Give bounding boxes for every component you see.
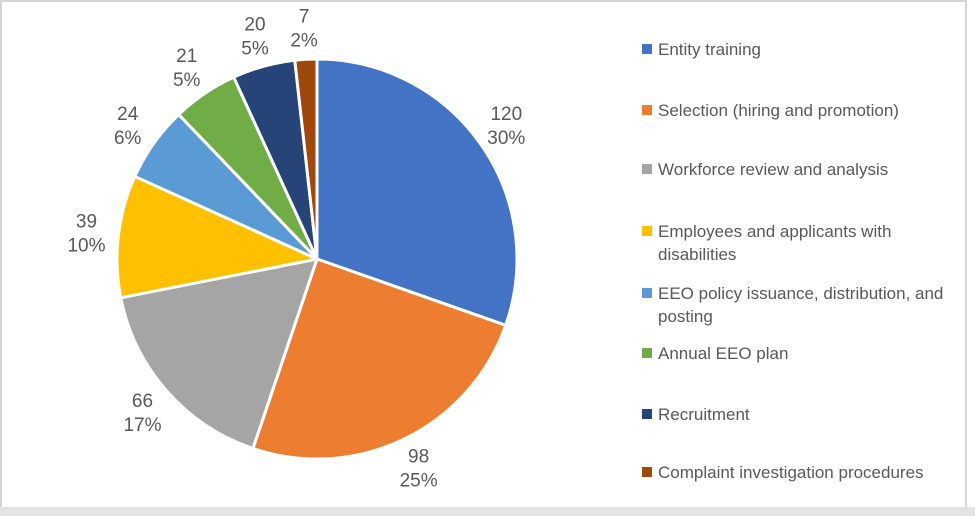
- pie-chart: 120 30% 98 25% 66 17% 39 10% 24 6% 21 5% 20 5% 7 2%: [67, 6, 525, 492]
- legend-label: Entity training: [658, 40, 761, 59]
- slice-label-3: 66 17%: [123, 391, 161, 436]
- legend-marker: [642, 44, 652, 54]
- legend-item-3: Workforce review and analysis: [642, 158, 964, 181]
- legend-marker: [642, 467, 652, 477]
- legend-marker: [642, 409, 652, 419]
- slice-label-2: 98 25%: [400, 447, 438, 492]
- pie-slice-2: [251, 257, 508, 461]
- chart-legend: Entity training Selection (hiring and pro…: [2, 2, 965, 507]
- slice-label-7: 20 5%: [241, 14, 269, 59]
- slice-label-1: 120 30%: [487, 104, 525, 149]
- legend-marker: [642, 288, 652, 298]
- legend-item-6: Annual EEO plan: [642, 342, 964, 365]
- pie-slice-3: [119, 257, 319, 450]
- pie-slice-1: [315, 57, 519, 327]
- legend-label: Complaint investigation procedures: [658, 463, 924, 482]
- slice-label-4: 39 10%: [67, 211, 105, 256]
- chart-frame: 120 30% 98 25% 66 17% 39 10% 24 6% 21 5% 20 5% 7 2% Ent…: [0, 0, 967, 509]
- slice-label-8: 7 2%: [290, 6, 318, 51]
- bottom-strip: [0, 507, 975, 516]
- slice-label-5: 24 6%: [114, 104, 142, 149]
- pie-slice-4: [115, 174, 319, 300]
- legend-item-4: Employees and applicants with disabiliti…: [642, 220, 964, 266]
- legend-item-2: Selection (hiring and promotion): [642, 99, 964, 122]
- legend-marker: [642, 164, 652, 174]
- legend-item-1: Entity training: [642, 38, 964, 61]
- legend-item-8: Complaint investigation procedures: [642, 461, 964, 484]
- legend-marker: [642, 105, 652, 115]
- legend-label: Selection (hiring and promotion): [658, 101, 899, 120]
- pie-slice-8: [293, 57, 319, 261]
- legend-item-7: Recruitment: [642, 403, 964, 426]
- legend-label: Recruitment: [658, 405, 750, 424]
- legend-marker: [642, 226, 652, 236]
- legend-item-5: EEO policy issuance, distribution, and p…: [642, 282, 964, 328]
- legend-label: Employees and applicants with disabiliti…: [658, 222, 892, 264]
- legend-label: Annual EEO plan: [658, 344, 789, 363]
- slice-label-6: 21 5%: [173, 46, 201, 91]
- legend-label: Workforce review and analysis: [658, 160, 889, 179]
- legend-label: EEO policy issuance, distribution, and p…: [658, 284, 944, 326]
- legend-marker: [642, 348, 652, 358]
